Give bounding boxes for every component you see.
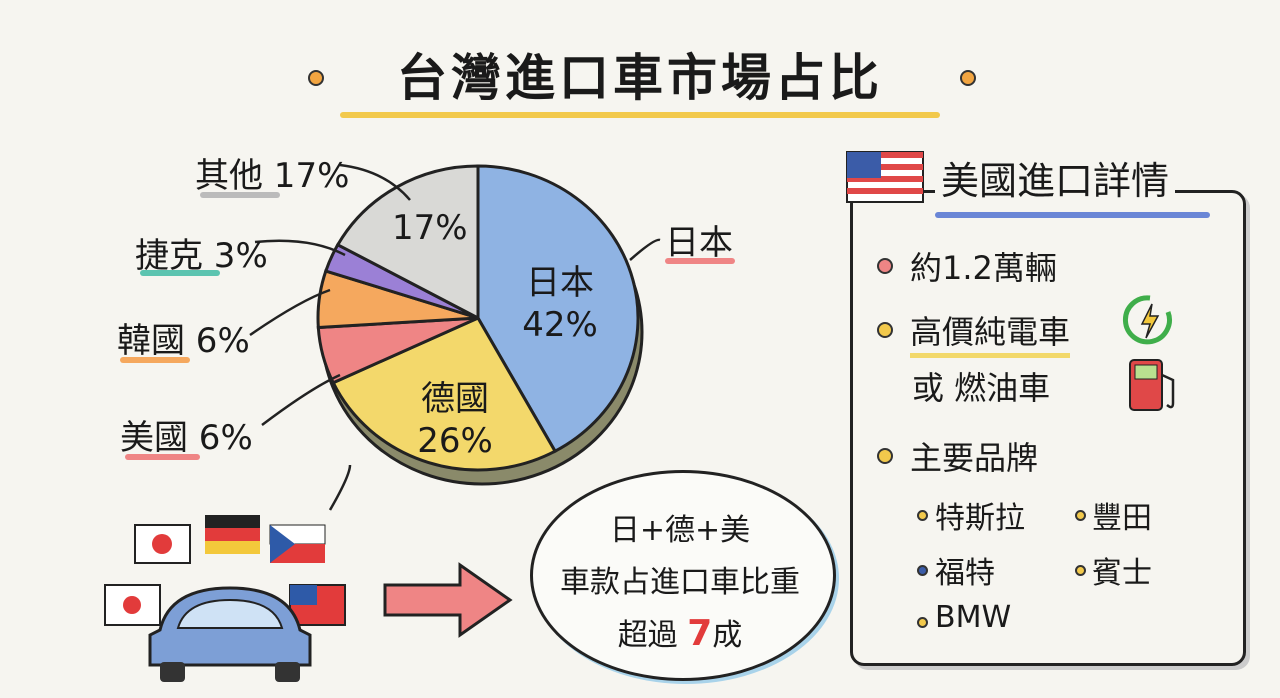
- brand-toyota: 豐田: [1092, 501, 1152, 536]
- title-dot-right: [960, 70, 976, 86]
- korea-flag-icon: [104, 584, 161, 626]
- taiwan-flag-icon: [289, 584, 346, 626]
- wavy-underline: [125, 454, 200, 460]
- wavy-underline: [665, 258, 735, 264]
- bullet-dot: [917, 510, 928, 521]
- pie-slice-japan: [476, 164, 640, 454]
- car-with-flags-illustration: [104, 515, 346, 682]
- leader-line: [254, 239, 346, 257]
- leader-line: [249, 288, 331, 337]
- label-us: 美國 6%: [120, 418, 253, 458]
- wavy-underline: [935, 212, 1210, 218]
- leader-line: [328, 464, 352, 511]
- japan-flag-icon: [134, 524, 191, 564]
- bullet-dot: [877, 448, 893, 464]
- label-other: 其他 17%: [195, 156, 350, 196]
- fuel-pump-icon: [1129, 359, 1175, 411]
- label-czech: 捷克 3%: [135, 236, 268, 276]
- leader-line: [629, 238, 661, 261]
- item-volume: 約1.2萬輛: [910, 249, 1057, 287]
- bullet-dot: [1075, 510, 1086, 521]
- label-japan: 日本: [665, 223, 733, 263]
- item-ev: 高價純電車: [910, 307, 1071, 358]
- bullet-dot: [917, 617, 928, 628]
- label-korea: 韓國 6%: [117, 321, 250, 361]
- czech-flag-icon: [269, 524, 326, 563]
- wavy-underline: [200, 192, 280, 198]
- germany-flag-icon: [205, 515, 260, 554]
- speech-bubble: [530, 470, 836, 681]
- leader-line: [339, 163, 411, 201]
- leader-line: [261, 373, 341, 426]
- bubble-line-3: 超過 7成: [617, 613, 743, 654]
- page-title: 台灣進口車市場占比: [397, 49, 883, 107]
- bubble-line-2: 車款占進口車比重: [560, 565, 800, 600]
- bullet-dot: [1075, 565, 1086, 576]
- us-flag-icon: [846, 151, 924, 203]
- pie-slice-germany: [331, 316, 558, 472]
- title-dot-left: [308, 70, 324, 86]
- wavy-underline: [140, 270, 220, 276]
- bullet-dot: [917, 565, 928, 576]
- item-gas: 或 燃油車: [912, 369, 1051, 407]
- brand-ford: 福特: [935, 556, 995, 591]
- car-icon: [148, 586, 312, 682]
- title-underline: [340, 112, 940, 118]
- wavy-underline: [120, 357, 190, 363]
- brand-tesla: 特斯拉: [935, 501, 1025, 536]
- bubble-line-1: 日+德+美: [609, 513, 751, 548]
- item-brands-heading: 主要品牌: [910, 439, 1039, 477]
- seven-highlight: 7: [687, 613, 713, 654]
- arrow-right-icon: [383, 562, 513, 638]
- brand-mercedes: 賓士: [1092, 556, 1152, 591]
- slice-label-japan: 日本 42%: [522, 263, 598, 345]
- panel-title: 美國進口詳情: [935, 150, 1176, 205]
- brand-bmw: BMW: [935, 600, 1012, 635]
- slice-label-germany: 德國 26%: [417, 379, 493, 461]
- ev-charge-icon: [1122, 295, 1172, 345]
- bullet-dot: [877, 258, 893, 274]
- bullet-dot: [877, 322, 893, 338]
- slice-label-other: 17%: [392, 208, 468, 248]
